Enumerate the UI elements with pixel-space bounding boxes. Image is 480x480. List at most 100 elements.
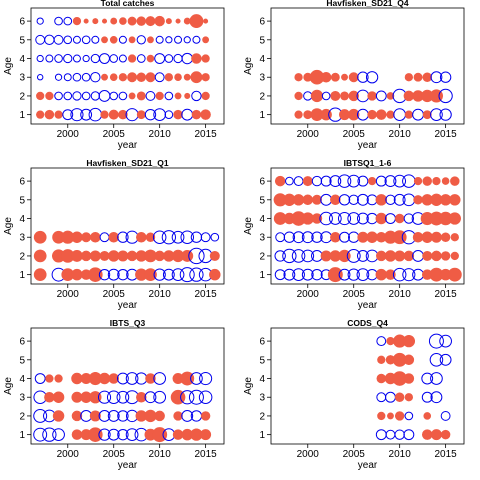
positive-residual-bubble — [109, 36, 118, 44]
positive-residual-bubble — [80, 250, 92, 262]
positive-residual-bubble — [190, 71, 203, 84]
negative-residual-bubble — [154, 53, 166, 64]
negative-residual-bubble — [33, 408, 48, 423]
negative-residual-bubble — [402, 268, 416, 282]
positive-residual-bubble — [136, 110, 146, 120]
positive-residual-bubble — [430, 429, 442, 441]
positive-residual-bubble — [152, 427, 168, 443]
negative-residual-bubble — [440, 411, 451, 421]
x-axis-label: year — [118, 300, 138, 311]
negative-residual-bubble — [54, 16, 63, 26]
positive-residual-bubble — [136, 91, 146, 101]
positive-residual-bubble — [311, 213, 323, 224]
positive-residual-bubble — [81, 232, 92, 243]
positive-residual-bubble — [302, 176, 313, 187]
negative-residual-bubble — [72, 54, 81, 63]
plot-frame — [30, 7, 225, 125]
negative-residual-bubble — [301, 268, 314, 281]
y-tick-label: 4 — [19, 54, 25, 65]
positive-residual-bubble — [118, 109, 128, 120]
x-tick-label: 2000 — [57, 449, 80, 460]
negative-residual-bubble — [107, 428, 120, 441]
plot-frame — [30, 167, 225, 285]
positive-residual-bubble — [377, 411, 386, 421]
positive-residual-bubble — [98, 372, 111, 385]
plot-frame — [270, 167, 465, 285]
positive-residual-bubble — [340, 91, 349, 101]
negative-residual-bubble — [311, 175, 323, 187]
positive-residual-bubble — [108, 373, 119, 384]
positive-residual-bubble — [183, 17, 191, 25]
positive-residual-bubble — [347, 108, 360, 121]
negative-residual-bubble — [164, 110, 174, 119]
y-tick-label: 5 — [19, 35, 25, 46]
negative-residual-bubble — [109, 54, 119, 63]
positive-residual-bubble — [404, 73, 413, 82]
panel: Havfisken_SD21_Q4 2000 2005 2010 2015 1 2 3 4 5 6 y… — [243, 0, 465, 151]
negative-residual-bubble — [36, 54, 44, 63]
negative-residual-bubble — [98, 410, 111, 422]
positive-residual-bubble — [422, 250, 433, 261]
y-tick-label: 3 — [259, 393, 265, 404]
y-tick-label: 1 — [19, 270, 25, 281]
y-axis-label: Age — [3, 217, 14, 235]
negative-residual-bubble — [153, 372, 167, 385]
negative-residual-bubble — [412, 268, 424, 281]
negative-residual-bubble — [63, 35, 73, 45]
negative-residual-bubble — [42, 427, 57, 442]
positive-residual-bubble — [88, 427, 103, 442]
x-tick-label: 2010 — [149, 449, 172, 460]
negative-residual-bubble — [404, 411, 414, 421]
negative-residual-bubble — [171, 268, 185, 282]
positive-residual-bubble — [127, 54, 137, 63]
negative-residual-bubble — [311, 268, 323, 281]
x-tick-label: 2015 — [434, 289, 457, 300]
positive-residual-bubble — [174, 92, 182, 100]
y-tick-label: 3 — [19, 233, 25, 244]
positive-residual-bubble — [367, 109, 377, 120]
negative-residual-bubble — [165, 36, 173, 44]
negative-residual-bubble — [72, 72, 82, 82]
panel-title: IBTS_Q3 — [110, 318, 146, 328]
negative-residual-bubble — [412, 108, 424, 121]
positive-residual-bubble — [413, 195, 423, 205]
panel: Havfisken_SD21_Q1 2000 2005 2010 2015 1 2 3 4 5 6 y… — [3, 158, 225, 311]
x-tick-label: 2015 — [194, 129, 217, 140]
negative-residual-bubble — [53, 34, 64, 45]
x-tick-label: 2005 — [103, 129, 126, 140]
negative-residual-bubble — [81, 72, 91, 82]
negative-residual-bubble — [285, 176, 294, 186]
x-axis-label: year — [118, 140, 138, 151]
negative-residual-bubble — [199, 371, 213, 386]
panel-title: Total catches — [101, 0, 155, 8]
negative-residual-bubble — [117, 428, 129, 441]
positive-residual-bubble — [109, 73, 118, 82]
negative-residual-bubble — [356, 193, 369, 206]
y-tick-label: 6 — [19, 337, 25, 348]
negative-residual-bubble — [118, 54, 127, 63]
x-tick-label: 2015 — [194, 289, 217, 300]
negative-residual-bubble — [385, 429, 396, 440]
positive-residual-bubble — [377, 355, 386, 364]
positive-residual-bubble — [394, 411, 405, 421]
positive-residual-bubble — [201, 73, 210, 82]
negative-residual-bubble — [63, 16, 73, 26]
negative-residual-bubble — [34, 373, 46, 384]
negative-residual-bubble — [181, 410, 194, 422]
positive-residual-bubble — [348, 72, 359, 83]
y-tick-label: 4 — [19, 374, 25, 385]
y-tick-label: 2 — [19, 251, 25, 262]
negative-residual-bubble — [347, 212, 361, 225]
y-axis-label: Age — [3, 57, 14, 75]
negative-residual-bubble — [118, 91, 128, 101]
positive-residual-bubble — [413, 176, 423, 186]
y-tick-label: 5 — [259, 35, 265, 46]
positive-residual-bubble — [44, 109, 55, 120]
y-tick-label: 4 — [259, 214, 265, 225]
negative-residual-bubble — [136, 35, 146, 45]
negative-residual-bubble — [91, 35, 100, 44]
negative-residual-bubble — [190, 231, 203, 243]
positive-residual-bubble — [136, 16, 147, 26]
positive-residual-bubble — [394, 213, 405, 224]
positive-residual-bubble — [209, 268, 221, 281]
